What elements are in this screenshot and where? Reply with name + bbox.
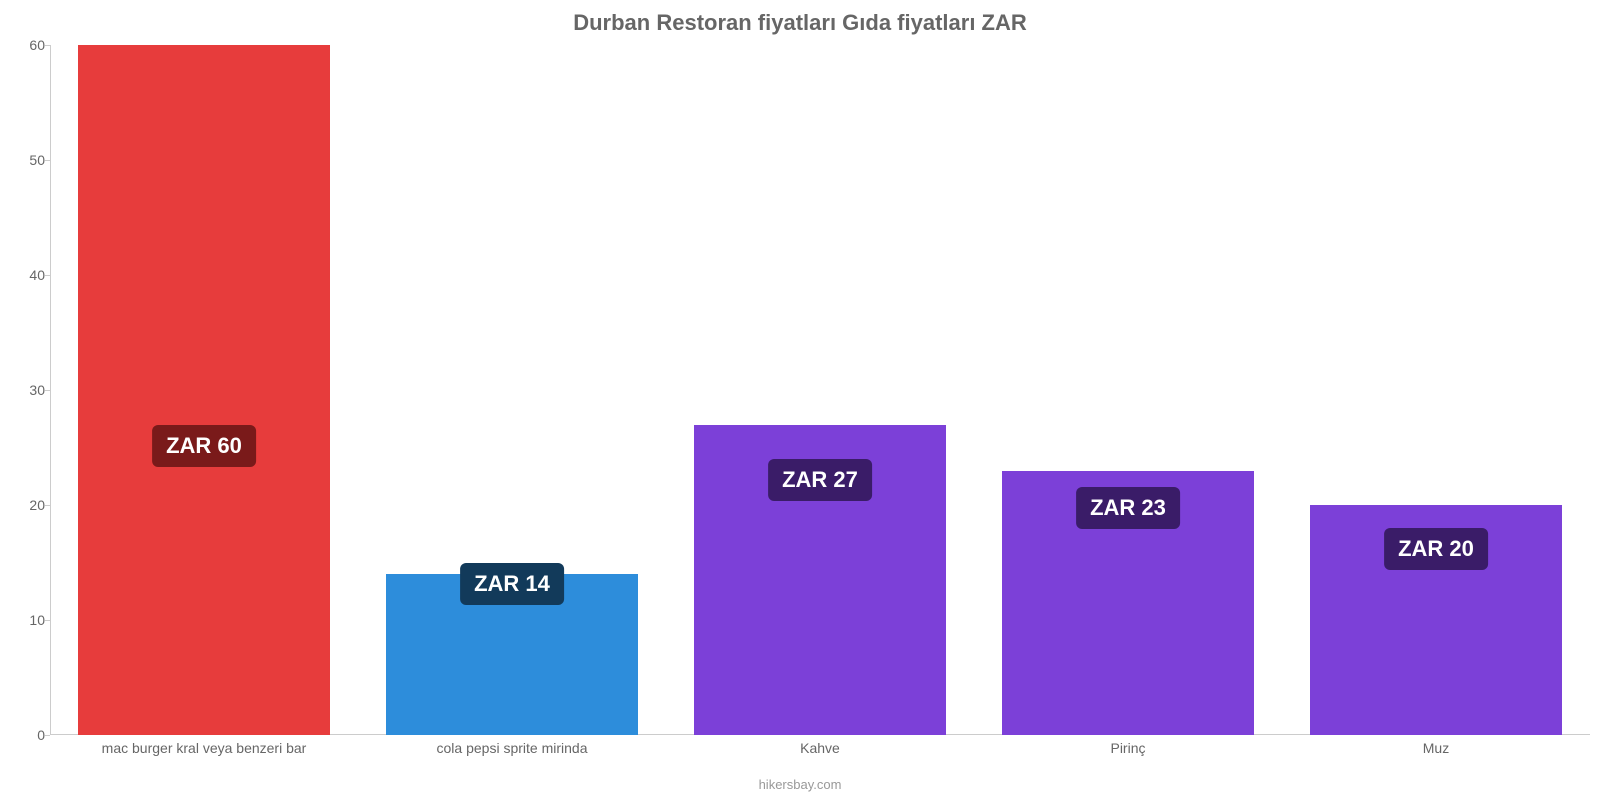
x-axis-label: mac burger kral veya benzeri bar (50, 740, 358, 756)
bar-group: ZAR 23 (974, 45, 1282, 735)
y-tick-label: 0 (37, 727, 45, 743)
bar-group: ZAR 60 (50, 45, 358, 735)
y-tick-mark (45, 620, 50, 621)
y-tick-label: 10 (29, 612, 45, 628)
chart-title: Durban Restoran fiyatları Gıda fiyatları… (0, 0, 1600, 36)
bar-group: ZAR 27 (666, 45, 974, 735)
y-tick-label: 40 (29, 267, 45, 283)
bars-container: ZAR 60 ZAR 14 ZAR 27 ZAR 23 ZAR 20 (50, 45, 1590, 735)
y-tick-mark (45, 45, 50, 46)
bar-group: ZAR 20 (1282, 45, 1590, 735)
y-axis: 0102030405060 (15, 45, 45, 735)
x-axis-labels: mac burger kral veya benzeri barcola pep… (50, 740, 1590, 756)
x-axis-label: Pirinç (974, 740, 1282, 756)
y-tick-mark (45, 160, 50, 161)
bar-value-label: ZAR 14 (460, 563, 564, 605)
bar-value-label: ZAR 60 (152, 425, 256, 467)
x-axis-label: Muz (1282, 740, 1590, 756)
chart-plot-area: 0102030405060 ZAR 60ZAR 14ZAR 27ZAR 23ZA… (50, 45, 1590, 735)
bar: ZAR 60 (78, 45, 331, 735)
bar-value-label: ZAR 23 (1076, 487, 1180, 529)
bar: ZAR 27 (694, 425, 947, 736)
bar-value-label: ZAR 20 (1384, 528, 1488, 570)
y-tick-label: 20 (29, 497, 45, 513)
bar: ZAR 23 (1002, 471, 1255, 736)
x-axis-label: cola pepsi sprite mirinda (358, 740, 666, 756)
attribution-text: hikersbay.com (759, 777, 842, 792)
bar: ZAR 14 (386, 574, 639, 735)
y-tick-label: 30 (29, 382, 45, 398)
y-tick-label: 50 (29, 152, 45, 168)
y-tick-label: 60 (29, 37, 45, 53)
bar: ZAR 20 (1310, 505, 1563, 735)
y-tick-mark (45, 390, 50, 391)
y-tick-mark (45, 505, 50, 506)
bar-value-label: ZAR 27 (768, 459, 872, 501)
y-tick-mark (45, 735, 50, 736)
y-tick-mark (45, 275, 50, 276)
bar-group: ZAR 14 (358, 45, 666, 735)
x-axis-label: Kahve (666, 740, 974, 756)
